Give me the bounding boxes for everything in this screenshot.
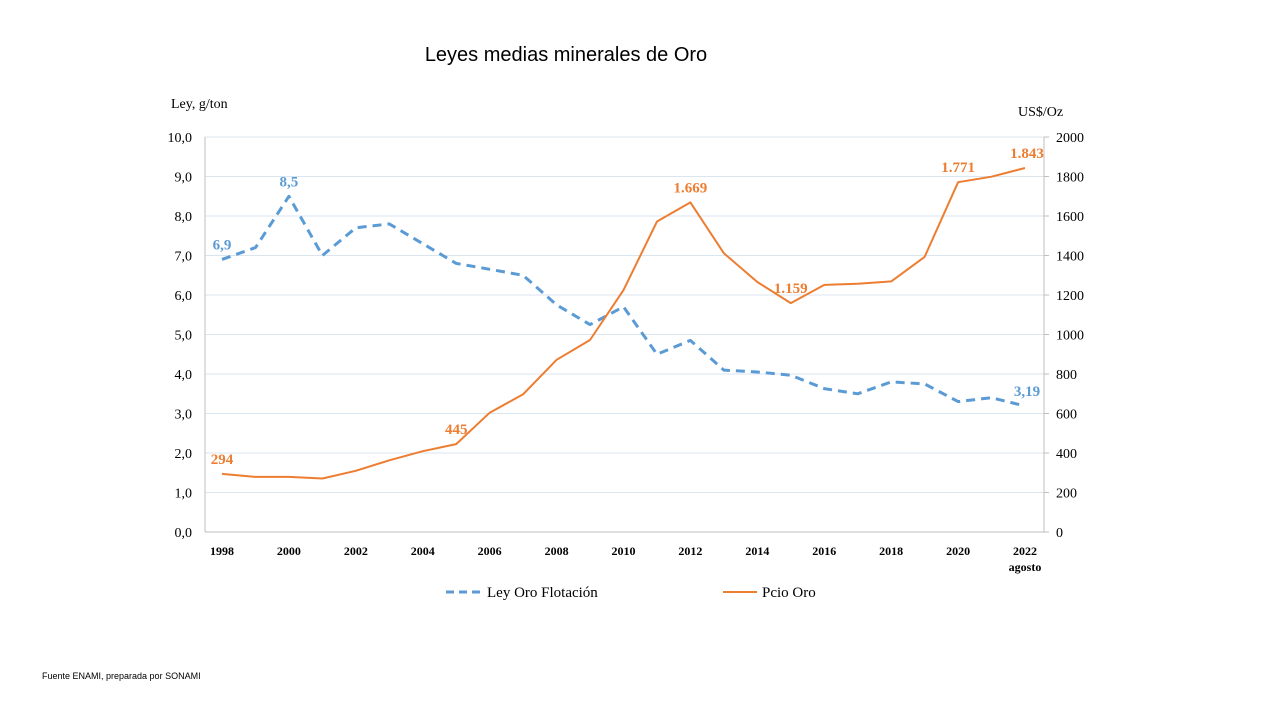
data-label: 294 [211, 452, 234, 468]
data-label: 1.843 [1010, 146, 1044, 162]
y-right-tick-label: 1600 [1056, 210, 1084, 225]
y-left-tick-label: 0,0 [175, 526, 193, 541]
legend: Ley Oro Flotación Pcio Oro [446, 585, 816, 601]
data-label: 1.159 [774, 281, 808, 297]
y-right-tick-label: 1200 [1056, 289, 1084, 304]
y-right-tick-label: 1000 [1056, 329, 1084, 344]
data-label: 445 [445, 422, 468, 438]
x-tick-label: 2006 [478, 544, 502, 558]
gridlines [205, 136, 1044, 493]
y-left-tick-label: 10,0 [168, 131, 193, 146]
data-label: 6,9 [213, 237, 232, 253]
y-left-tick-label: 6,0 [175, 289, 193, 304]
x-tick-label: 2016 [812, 544, 836, 558]
y-left-tick-label: 7,0 [175, 250, 193, 265]
source-note: Fuente ENAMI, preparada por SONAMI [42, 671, 201, 681]
data-label: 8,5 [280, 174, 299, 190]
x-tick-label: 2008 [545, 544, 569, 558]
series-line-ley-oro-flotacion [221, 194, 1026, 408]
y-right-tick-label: 800 [1056, 368, 1077, 383]
x-tick-label: 2018 [879, 544, 903, 558]
y-left-tick-label: 3,0 [175, 408, 193, 423]
data-labels: 6,9 8,5 3,19 294 445 1.669 1.159 1.771 1.843 [211, 146, 1044, 468]
data-label: 3,19 [1014, 384, 1040, 400]
y-left-tick-label: 9,0 [175, 171, 193, 186]
y-right-ticks: 0 200 400 600 800 1000 1200 1400 1600 1800 2000 [1044, 131, 1084, 541]
y-right-tick-label: 200 [1056, 487, 1077, 502]
y-left-axis-label: Ley, g/ton [171, 97, 228, 112]
x-tick-label: 2012 [678, 544, 702, 558]
chart-title: Leyes medias minerales de Oro [425, 44, 707, 66]
x-tick-label: 2014 [745, 544, 769, 558]
x-tick-label: 2004 [411, 544, 435, 558]
x-ticks: 1998 2000 2002 2004 2006 2008 2010 2012 2014 2016… [210, 544, 1041, 574]
legend-label-ley-oro: Ley Oro Flotación [487, 585, 598, 601]
y-right-tick-label: 1800 [1056, 171, 1084, 186]
legend-label-pcio-oro: Pcio Oro [762, 585, 816, 601]
x-tick-label: 2022 [1013, 544, 1037, 558]
x-tick-label: 2020 [946, 544, 970, 558]
data-label: 1.771 [941, 160, 975, 176]
x-tick-sublabel: agosto [1009, 560, 1042, 574]
y-left-tick-label: 1,0 [175, 487, 193, 502]
data-label: 1.669 [674, 180, 708, 196]
y-right-tick-label: 600 [1056, 408, 1077, 423]
x-tick-label: 2000 [277, 544, 301, 558]
series-lines [221, 167, 1026, 480]
y-left-ticks: 0,0 1,0 2,0 3,0 4,0 5,0 6,0 7,0 8,0 9,0 10,0 [168, 131, 193, 541]
y-right-axis-label: US$/Oz [1018, 105, 1063, 120]
y-right-tick-label: 0 [1056, 526, 1063, 541]
y-left-tick-label: 2,0 [175, 447, 193, 462]
y-right-tick-label: 2000 [1056, 131, 1084, 146]
y-left-tick-label: 4,0 [175, 368, 193, 383]
x-tick-label: 2010 [612, 544, 636, 558]
y-right-tick-label: 400 [1056, 447, 1077, 462]
y-left-tick-label: 5,0 [175, 329, 193, 344]
y-left-tick-label: 8,0 [175, 210, 193, 225]
series-line-pcio-oro [221, 167, 1026, 480]
x-tick-label: 1998 [210, 544, 234, 558]
x-tick-label: 2002 [344, 544, 368, 558]
y-right-tick-label: 1400 [1056, 250, 1084, 265]
